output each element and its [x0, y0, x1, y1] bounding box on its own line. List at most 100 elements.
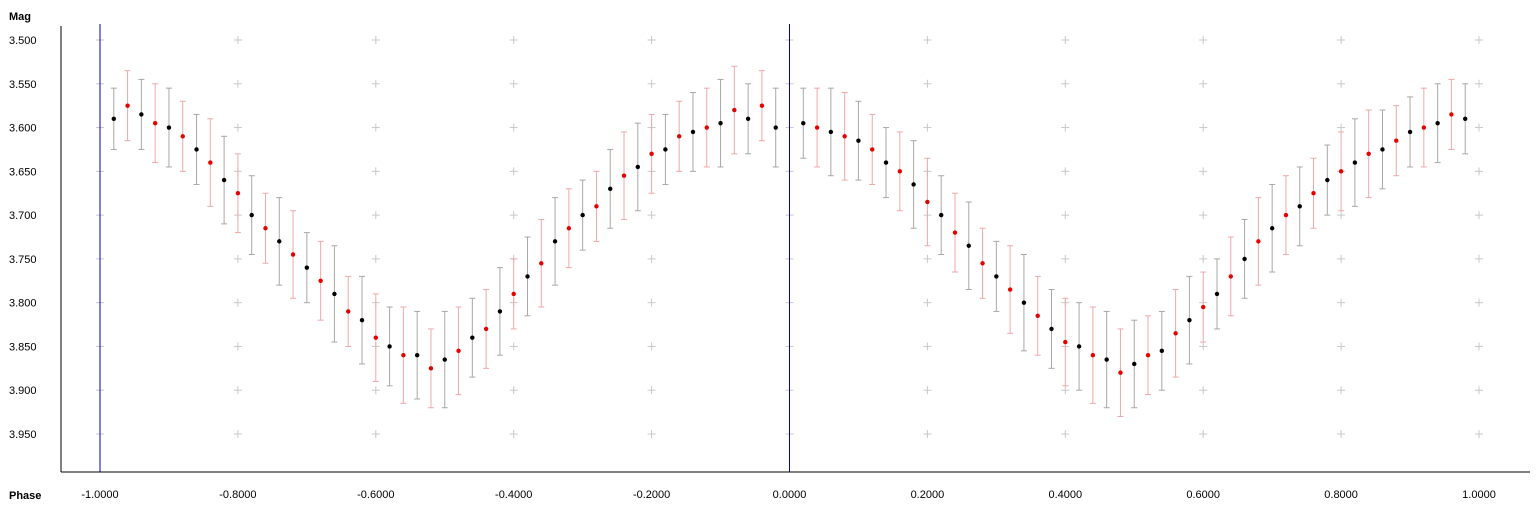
point-red-22: [732, 107, 737, 113]
grid-cross-3-4: [509, 211, 518, 220]
y-tick-label: 3.850: [9, 341, 37, 353]
grid-cross-4-1: [647, 79, 656, 88]
point-red-30: [980, 261, 985, 266]
grid-cross-7-4: [1061, 211, 1070, 220]
point-red-14: [511, 291, 516, 297]
grid-cross-4-4: [647, 211, 656, 220]
grid-cross-4-7: [647, 342, 656, 351]
grid-cross-10-2: [1475, 123, 1483, 132]
grid-cross-1-1: [233, 79, 242, 88]
point-black-44: [1325, 177, 1330, 183]
grid-cross-9-2: [1337, 123, 1346, 132]
grid-cross-6-8: [923, 386, 932, 395]
point-red-10: [401, 353, 406, 358]
point-red-4: [235, 191, 241, 196]
x-tick-label: 0.0000: [773, 489, 807, 501]
point-red-39: [1228, 274, 1233, 279]
point-red-0: [125, 103, 130, 108]
y-tick-label: 3.950: [9, 429, 37, 441]
point-black-24: [773, 125, 778, 130]
grid-cross-9-1: [1337, 79, 1346, 88]
y-tick-label: 3.800: [9, 298, 37, 310]
grid-cross-3-8: [509, 386, 518, 395]
grid-cross-10-9: [1475, 430, 1483, 438]
grid-cross-7-0: [1061, 36, 1070, 44]
point-red-44: [1366, 151, 1371, 157]
point-black-8: [332, 291, 337, 297]
point-red-24: [814, 125, 820, 130]
point-black-39: [1187, 317, 1192, 323]
grid-cross-6-7: [923, 342, 932, 351]
point-black-40: [1214, 291, 1220, 297]
grid-cross-1-6: [233, 298, 242, 307]
grid-cross-9-5: [1337, 254, 1346, 263]
y-tick-label: 3.550: [9, 79, 37, 91]
point-red-1: [152, 120, 158, 126]
y-tick-label: 3.500: [9, 35, 37, 47]
point-red-19: [649, 151, 654, 157]
grid-cross-7-1: [1061, 79, 1070, 88]
y-tick-label: 3.650: [9, 166, 37, 178]
grid-cross-7-9: [1061, 430, 1070, 438]
point-red-18: [621, 173, 627, 178]
point-black-7: [304, 265, 310, 270]
point-red-29: [952, 230, 958, 235]
grid-cross-1-0: [233, 36, 242, 44]
point-red-27: [897, 169, 903, 174]
point-black-18: [608, 186, 613, 192]
grid-cross-6-6: [923, 298, 932, 307]
point-red-43: [1338, 169, 1344, 174]
x-tick-label: 0.4000: [1048, 489, 1082, 501]
point-black-21: [690, 129, 696, 135]
grid-cross-7-8: [1061, 386, 1070, 395]
point-black-13: [470, 335, 475, 340]
grid-cross-3-7: [509, 342, 518, 351]
point-red-46: [1421, 125, 1427, 130]
grid-cross-8-9: [1199, 430, 1208, 438]
grid-cross-6-5: [923, 254, 932, 263]
point-red-13: [483, 326, 489, 332]
grid-cross-9-6: [1337, 298, 1346, 307]
point-red-33: [1063, 339, 1068, 345]
grid-cross-3-9: [509, 430, 518, 438]
grid-cross-10-6: [1475, 298, 1483, 307]
grid-cross-6-0: [923, 36, 932, 44]
grid-cross-1-8: [233, 386, 242, 395]
grid-cross-2-8: [371, 386, 380, 395]
point-red-32: [1035, 313, 1040, 318]
grid-cross-1-5: [233, 254, 242, 263]
point-black-26: [828, 129, 834, 135]
point-red-23: [759, 103, 765, 108]
grid-cross-9-7: [1337, 342, 1346, 351]
grid-cross-8-8: [1199, 386, 1208, 395]
x-tick-label: 1.0000: [1462, 489, 1496, 501]
point-black-2: [166, 125, 172, 130]
point-black-10: [387, 344, 392, 349]
grid-cross-8-4: [1199, 211, 1208, 220]
grid-cross-7-5: [1061, 254, 1070, 263]
point-black-1: [139, 112, 144, 117]
point-red-37: [1173, 331, 1178, 336]
point-black-45: [1352, 160, 1358, 165]
point-black-34: [1049, 326, 1054, 332]
grid-cross-10-1: [1475, 79, 1483, 88]
point-black-49: [1463, 116, 1468, 122]
point-black-15: [525, 274, 530, 279]
point-black-19: [635, 164, 641, 170]
x-tick-label: -0.2000: [633, 489, 670, 501]
grid-cross-6-2: [923, 123, 932, 132]
point-black-11: [414, 353, 420, 358]
point-red-21: [704, 125, 709, 130]
point-red-34: [1090, 353, 1096, 358]
grid-cross-8-7: [1199, 342, 1208, 351]
point-black-47: [1407, 129, 1413, 135]
point-red-31: [1007, 287, 1013, 292]
point-red-20: [676, 134, 682, 139]
grid-cross-1-2: [233, 123, 242, 132]
point-black-5: [249, 212, 254, 218]
point-black-32: [994, 274, 999, 279]
point-black-31: [966, 243, 971, 248]
point-red-7: [318, 278, 323, 283]
grid-cross-10-4: [1475, 211, 1483, 220]
